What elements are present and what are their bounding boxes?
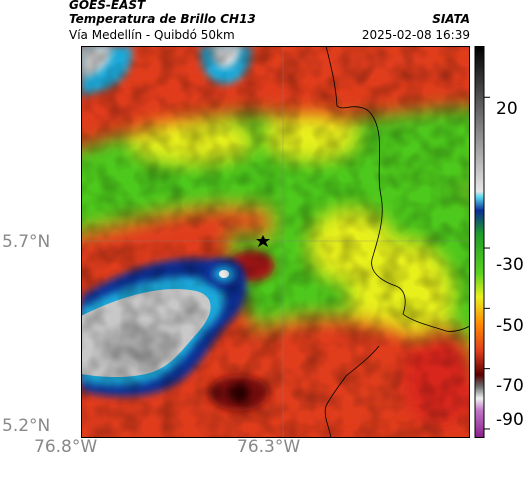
lon-label-76-8: 76.8°W xyxy=(34,437,98,457)
timestamp: 2025-02-08 16:39 xyxy=(361,28,470,42)
satellite-map xyxy=(81,46,470,438)
lon-label-76-3: 76.3°W xyxy=(237,437,301,457)
colorbar xyxy=(474,46,490,438)
colorbar-tick-label: 20 xyxy=(496,99,518,119)
agency-name: SIATA xyxy=(432,12,470,26)
colorbar-tick-label: -70 xyxy=(496,376,524,396)
coastline xyxy=(325,46,470,332)
lat-label-5-2: 5.2°N xyxy=(2,416,51,436)
colorbar-tick-label: -90 xyxy=(496,410,524,430)
colorbar-tick-label: -50 xyxy=(496,316,524,336)
colorbar-gradient xyxy=(474,46,485,438)
satellite-name: GOES-EAST xyxy=(69,0,146,12)
colorbar-tick-label: -30 xyxy=(496,255,524,275)
route-subtitle: Vía Medellín - Quibdó 50km xyxy=(69,28,235,42)
lat-label-5-7: 5.7°N xyxy=(2,232,51,252)
coastline-south xyxy=(324,345,380,438)
product-title: Temperatura de Brillo CH13 xyxy=(69,12,256,26)
star-icon xyxy=(256,235,270,247)
